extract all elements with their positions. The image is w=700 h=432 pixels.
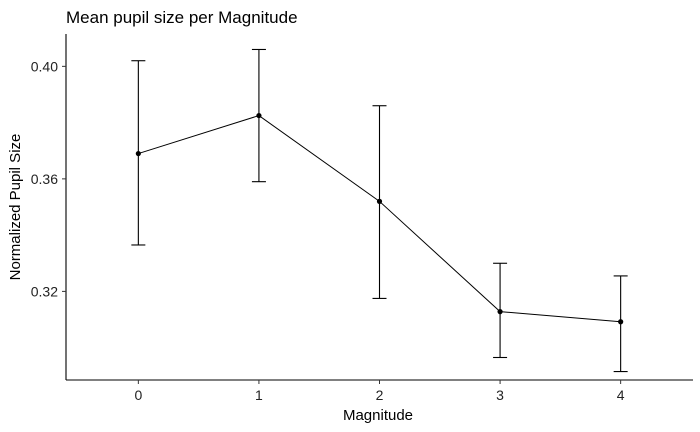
data-point (497, 309, 503, 315)
data-points (135, 112, 624, 325)
data-point (135, 150, 141, 157)
x-tick-label: 3 (496, 387, 504, 403)
x-tick-label: 0 (134, 387, 142, 403)
data-point (618, 319, 624, 325)
x-tick-label: 1 (255, 387, 263, 403)
chart-title: Mean pupil size per Magnitude (66, 8, 298, 27)
y-axis-title: Normalized Pupil Size (7, 134, 24, 281)
data-point (376, 198, 383, 204)
x-axis-ticks: 0 1 2 3 4 (134, 380, 625, 403)
x-axis-title: Magnitude (343, 407, 413, 424)
error-bars (131, 48, 628, 373)
y-tick-label: 0.40 (31, 58, 58, 74)
data-point (256, 112, 262, 119)
x-tick-label: 2 (376, 387, 384, 403)
plot-area: 0.32 0.36 0.40 0 1 2 3 4 (31, 34, 693, 403)
y-tick-label: 0.32 (31, 283, 58, 299)
x-tick-label: 4 (617, 387, 625, 403)
y-axis-ticks: 0.32 0.36 0.40 (31, 58, 66, 299)
y-tick-label: 0.36 (31, 171, 58, 187)
